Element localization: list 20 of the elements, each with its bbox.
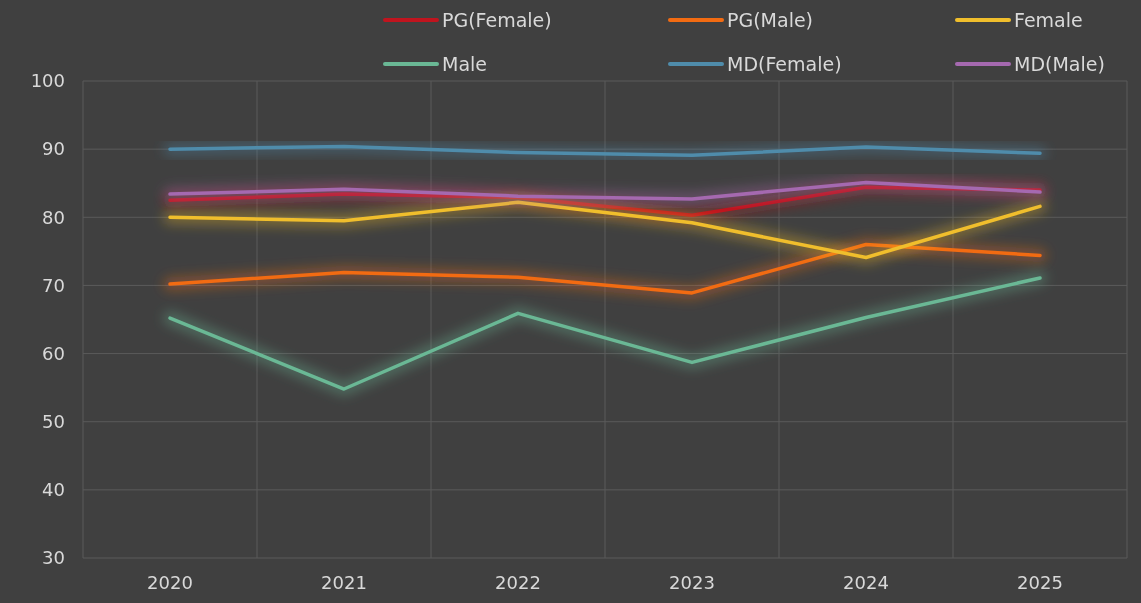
- legend-label: MD(Male): [1014, 52, 1105, 75]
- y-tick-label: 90: [42, 138, 65, 160]
- y-tick-label: 30: [42, 547, 65, 569]
- x-tick-label: 2024: [843, 572, 889, 593]
- legend-label: PG(Female): [442, 8, 552, 31]
- x-tick-label: 2022: [495, 572, 541, 593]
- legend-label: PG(Male): [727, 8, 814, 31]
- x-tick-label: 2025: [1017, 572, 1063, 593]
- y-tick-label: 100: [30, 70, 65, 92]
- x-tick-label: 2023: [669, 572, 715, 593]
- legend-label: MD(Female): [727, 52, 842, 75]
- y-tick-label: 80: [42, 206, 65, 228]
- y-tick-label: 60: [42, 342, 65, 364]
- y-tick-label: 70: [42, 274, 65, 296]
- y-tick-label: 40: [42, 479, 65, 501]
- x-tick-label: 2020: [147, 572, 193, 593]
- x-tick-label: 2021: [321, 572, 367, 593]
- y-tick-label: 50: [42, 411, 65, 433]
- legend-label: Female: [1014, 8, 1083, 31]
- legend-label: Male: [442, 52, 488, 75]
